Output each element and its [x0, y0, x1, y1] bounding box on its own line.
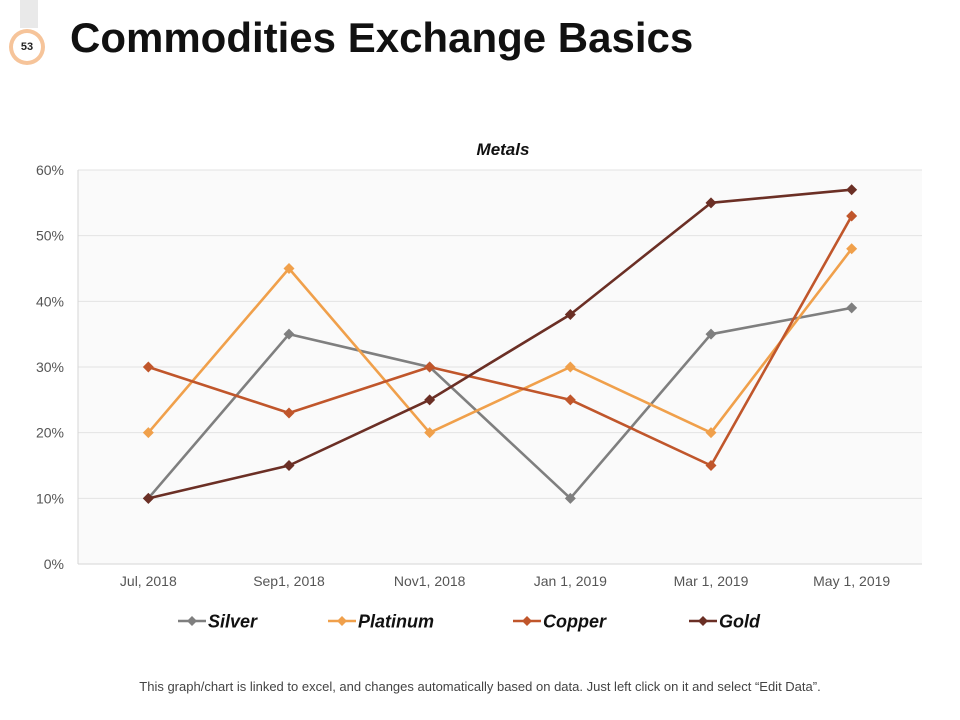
data-point-copper	[424, 361, 436, 373]
legend-label-copper: Copper	[543, 612, 607, 632]
x-tick-label: Sep1, 2018	[253, 573, 325, 589]
x-tick-label: Jan 1, 2019	[534, 573, 607, 589]
data-point-platinum	[705, 427, 717, 439]
data-point-platinum	[142, 427, 154, 439]
footnote: This graph/chart is linked to excel, and…	[139, 679, 821, 694]
data-point-silver	[283, 328, 295, 340]
x-tick-label: Mar 1, 2019	[674, 573, 749, 589]
data-point-platinum	[846, 243, 858, 255]
data-point-copper	[564, 394, 576, 406]
series-line-silver	[147, 306, 852, 500]
y-tick-label: 20%	[36, 425, 64, 441]
legend-marker-gold	[698, 616, 708, 626]
data-point-gold	[846, 184, 858, 196]
legend-marker-platinum	[337, 616, 347, 626]
series-line-gold	[148, 188, 852, 500]
data-point-gold	[283, 460, 295, 471]
data-point-copper	[283, 407, 295, 419]
x-tick-label: Nov1, 2018	[394, 573, 466, 589]
y-tick-label: 0%	[44, 556, 64, 572]
legend-label-silver: Silver	[208, 612, 258, 632]
top-accent-bar	[20, 0, 38, 28]
data-point-silver	[705, 328, 717, 340]
y-tick-label: 60%	[36, 162, 64, 178]
data-point-silver	[564, 492, 576, 504]
y-tick-label: 10%	[36, 490, 64, 506]
x-tick-label: May 1, 2019	[813, 573, 890, 589]
slide-title: Commodities Exchange Basics	[70, 14, 694, 61]
slide-number: 53	[13, 33, 41, 61]
y-tick-label: 30%	[36, 359, 64, 375]
data-point-copper	[705, 460, 717, 471]
chart-title: Metals	[477, 140, 530, 159]
data-point-copper	[142, 361, 154, 373]
series-line-platinum	[147, 248, 853, 434]
legend-label-gold: Gold	[719, 612, 761, 632]
data-point-platinum	[283, 263, 295, 274]
series-line-copper	[147, 215, 853, 467]
data-point-gold	[424, 394, 436, 406]
legend-label-platinum: Platinum	[358, 612, 434, 632]
x-tick-label: Jul, 2018	[120, 573, 177, 589]
legend-marker-copper	[522, 616, 532, 626]
legend-marker-silver	[187, 616, 197, 626]
y-tick-label: 40%	[36, 293, 64, 309]
data-point-platinum	[424, 427, 436, 439]
slide-number-badge: 53	[9, 29, 45, 65]
y-tick-label: 50%	[36, 228, 64, 244]
data-point-copper	[846, 210, 858, 222]
data-point-platinum	[564, 361, 576, 373]
data-point-gold	[142, 492, 154, 504]
data-point-gold	[564, 308, 576, 320]
data-point-silver	[846, 302, 858, 314]
data-point-gold	[705, 197, 717, 209]
